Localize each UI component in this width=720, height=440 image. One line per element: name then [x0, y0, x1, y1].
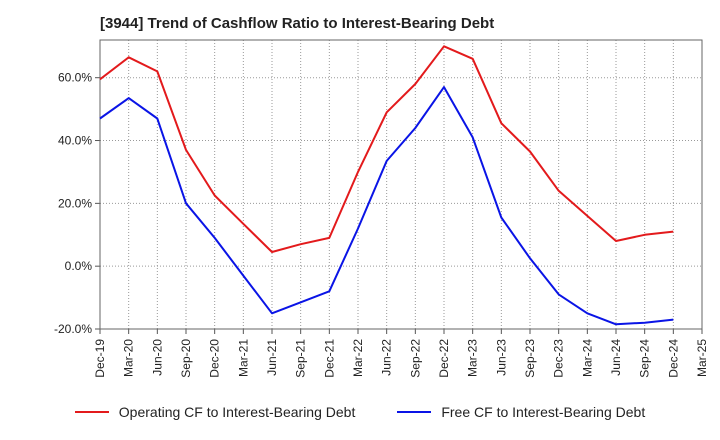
x-tick-label: Dec-19: [93, 339, 107, 378]
x-tick-label: Jun-22: [380, 339, 394, 376]
x-tick-label: Mar-20: [122, 339, 136, 377]
x-tick-label: Sep-24: [638, 339, 652, 378]
x-tick-label: Dec-23: [552, 339, 566, 378]
legend-item-operating-cf: Operating CF to Interest-Bearing Debt: [74, 404, 356, 420]
x-tick-label: Jun-24: [609, 339, 623, 376]
legend-swatch-operating-cf: [74, 411, 109, 413]
y-tick-label: -20.0%: [54, 322, 92, 336]
legend-label-free-cf: Free CF to Interest-Bearing Debt: [441, 404, 646, 420]
x-tick-label: Mar-24: [580, 339, 594, 377]
x-tick-label: Sep-21: [294, 339, 308, 378]
x-tick-label: Jun-20: [150, 339, 164, 376]
x-tick-label: Dec-24: [666, 339, 680, 378]
x-tick-label: Jun-21: [265, 339, 279, 376]
x-tick-label: Mar-25: [695, 339, 709, 377]
x-tick-label: Sep-22: [408, 339, 422, 378]
x-tick-label: Dec-22: [437, 339, 451, 378]
series-line-operating-cf: [99, 45, 674, 253]
legend-label-operating-cf: Operating CF to Interest-Bearing Debt: [118, 404, 356, 420]
plot-frame: [99, 39, 703, 330]
x-tick-label: Dec-20: [208, 339, 222, 378]
x-tick-label: Dec-21: [322, 339, 336, 378]
x-tick-label: Mar-21: [236, 339, 250, 377]
legend-item-free-cf: Free CF to Interest-Bearing Debt: [397, 404, 645, 420]
y-tick-label: 40.0%: [58, 134, 92, 148]
x-tick-label: Mar-23: [466, 339, 480, 377]
x-tick-label: Jun-23: [494, 339, 508, 376]
legend-swatch-free-cf: [397, 411, 432, 413]
y-tick-label: 0.0%: [65, 259, 93, 273]
chart-title: [3944] Trend of Cashflow Ratio to Intere…: [100, 15, 495, 32]
series-line-free-cf: [99, 86, 674, 326]
y-tick-label: 60.0%: [58, 71, 92, 85]
legend: Operating CF to Interest-Bearing Debt Fr…: [0, 404, 720, 420]
x-tick-label: Sep-20: [179, 339, 193, 378]
x-tick-label: Mar-22: [351, 339, 365, 377]
x-tick-label: Sep-23: [523, 339, 537, 378]
y-tick-label: 20.0%: [58, 196, 92, 210]
